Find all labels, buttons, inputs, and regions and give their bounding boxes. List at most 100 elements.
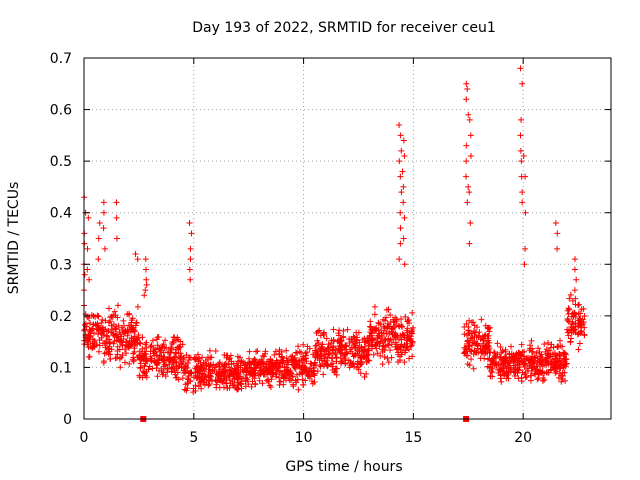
data-point	[564, 307, 571, 314]
data-point	[559, 376, 566, 383]
data-point	[567, 339, 574, 346]
data-point	[535, 345, 542, 352]
data-point	[269, 363, 276, 370]
data-point	[463, 320, 470, 327]
data-point	[409, 330, 416, 337]
data-point	[514, 369, 521, 376]
data-point	[463, 173, 470, 180]
data-point	[181, 354, 188, 361]
data-point	[462, 348, 469, 355]
data-point	[133, 319, 140, 326]
data-point	[299, 376, 306, 383]
data-point	[81, 271, 88, 278]
data-point	[267, 384, 274, 391]
data-point	[521, 371, 528, 378]
data-point	[401, 152, 408, 159]
data-point	[253, 362, 260, 369]
data-point	[401, 359, 408, 366]
data-point	[292, 349, 299, 356]
data-point	[505, 375, 512, 382]
data-point	[335, 330, 342, 337]
y-tick-label: 0.4	[50, 206, 72, 222]
data-point	[175, 363, 182, 370]
data-point	[548, 341, 555, 348]
data-point	[187, 245, 194, 252]
data-point	[340, 334, 347, 341]
data-point	[561, 349, 568, 356]
data-point	[520, 152, 527, 159]
data-point	[497, 344, 504, 351]
data-point	[506, 351, 513, 358]
data-point	[303, 358, 310, 365]
data-point	[333, 354, 340, 361]
data-point	[84, 266, 91, 273]
data-point	[324, 361, 331, 368]
data-point	[533, 350, 540, 357]
data-point	[404, 325, 411, 332]
data-point	[330, 338, 337, 345]
data-point	[265, 376, 272, 383]
data-point	[510, 353, 517, 360]
data-point	[114, 333, 121, 340]
data-point	[185, 356, 192, 363]
data-point	[160, 369, 167, 376]
data-point	[106, 305, 113, 312]
data-point	[478, 316, 485, 323]
data-point	[120, 317, 127, 324]
data-point	[463, 158, 470, 165]
data-point	[169, 339, 176, 346]
data-point	[358, 358, 365, 365]
data-point	[526, 360, 533, 367]
data-point	[551, 359, 558, 366]
data-point	[125, 344, 132, 351]
data-point	[195, 383, 202, 390]
data-point	[110, 340, 117, 347]
data-point	[406, 355, 413, 362]
data-point	[471, 347, 478, 354]
data-point	[502, 346, 509, 353]
data-point	[136, 348, 143, 355]
data-point	[571, 287, 578, 294]
data-point	[558, 378, 565, 385]
data-point	[465, 183, 472, 190]
data-point	[555, 374, 562, 381]
data-point	[467, 152, 474, 159]
data-point	[528, 356, 535, 363]
data-point	[171, 369, 178, 376]
data-point	[465, 343, 472, 350]
y-axis-label: SRMTID / TECUs	[6, 182, 22, 295]
data-point	[321, 355, 327, 362]
data-point	[142, 266, 149, 273]
data-point	[399, 168, 406, 175]
data-point	[374, 350, 381, 357]
data-point	[249, 359, 256, 366]
data-point	[164, 366, 171, 373]
data-point	[315, 328, 322, 335]
data-point	[366, 332, 373, 339]
data-point	[541, 341, 548, 348]
data-point	[196, 373, 203, 380]
data-point	[385, 359, 392, 366]
data-point	[388, 329, 395, 336]
data-point	[372, 341, 379, 348]
data-point	[197, 379, 204, 386]
data-point	[467, 220, 474, 227]
data-point	[352, 344, 359, 351]
data-point	[511, 372, 518, 379]
data-point	[349, 361, 356, 368]
data-point	[128, 317, 135, 324]
y-tick-label: 0.6	[50, 103, 72, 119]
data-point	[260, 371, 267, 378]
data-point	[167, 349, 174, 356]
data-point	[544, 369, 551, 376]
data-point	[171, 354, 178, 361]
data-point	[111, 338, 118, 345]
data-point	[323, 335, 330, 342]
data-point	[497, 353, 504, 360]
y-tick-label: 0.1	[50, 360, 72, 376]
data-point	[387, 347, 394, 354]
data-point	[541, 376, 548, 383]
data-point	[108, 322, 115, 329]
data-point	[400, 137, 407, 144]
data-point	[397, 132, 404, 139]
